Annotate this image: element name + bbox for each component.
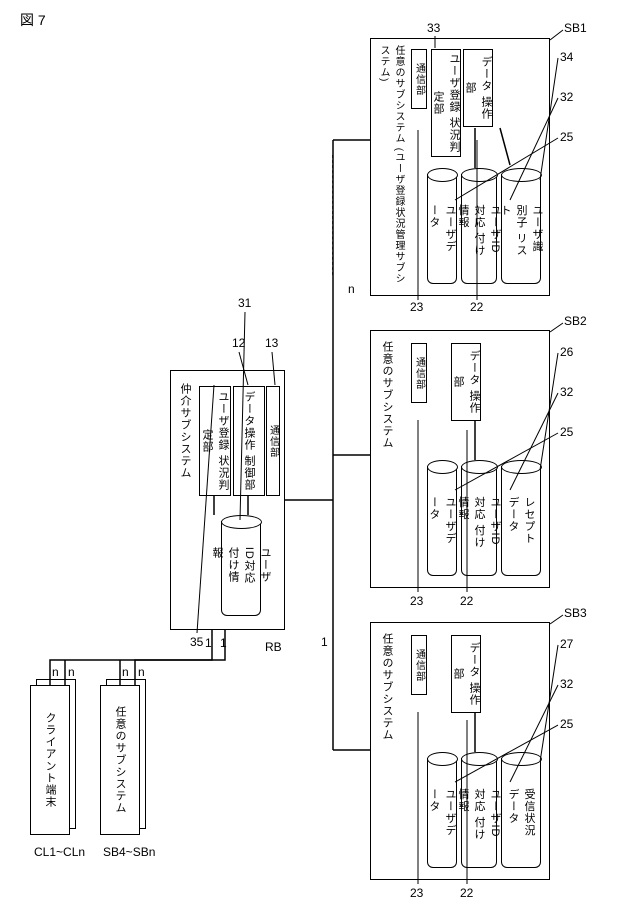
- card-rb-1b: 1: [220, 636, 227, 650]
- sb2-user-num: 25: [560, 425, 573, 439]
- rb-ctrl: データ操作 制御部: [233, 386, 265, 496]
- sb1-op: データ 操作部: [463, 49, 493, 127]
- rb-title: 仲介サブシステム: [177, 383, 193, 479]
- sb3-comm-num: 23: [410, 886, 423, 900]
- sb1-idlist-num: 34: [560, 50, 573, 64]
- sb2-db-receipt: レセプトデータ: [501, 466, 541, 576]
- sb3-title: 任意のサブシステム: [379, 633, 395, 741]
- rb-box: 仲介サブシステム ユーザ登録 状況判定部 データ操作 制御部 通信部 ユーザID…: [170, 370, 285, 630]
- client-label: CL1~CLn: [34, 845, 85, 859]
- card-bus-n: n: [348, 282, 355, 296]
- sb1-db-idlist: ユーザ識別子 リスト: [501, 174, 541, 284]
- card-bus-1: 1: [321, 635, 328, 649]
- figure-label: 図 7: [20, 10, 46, 30]
- sb2-label: SB2: [564, 314, 587, 328]
- sb3-user-num: 25: [560, 717, 573, 731]
- sb1-db-uid: ユーザID対応 付け情報: [461, 174, 497, 284]
- sb1-uid-num: 32: [560, 90, 573, 104]
- sb-stack-text: 任意のサブシステム: [112, 706, 128, 814]
- sb1-reg: ユーザ登録 状況判定部: [431, 49, 461, 157]
- rb-db: ユーザID対応 付け情報: [221, 521, 261, 616]
- sb3-uid-num: 32: [560, 677, 573, 691]
- client-text: クライアント端末: [42, 712, 58, 808]
- sb1-title: 任意のサブシステム (ユーザ登録状況管理サブシステム): [376, 45, 406, 291]
- sb-stack: 任意のサブシステム: [100, 685, 140, 835]
- sb2-op-num: 22: [460, 594, 473, 608]
- card-sb-n: n: [122, 665, 129, 679]
- sb2-comm-num: 23: [410, 594, 423, 608]
- card-cl-n2: n: [68, 665, 75, 679]
- sb1-comm: 通信部: [411, 49, 427, 109]
- client-stack: クライアント端末: [30, 685, 70, 835]
- sb1-box: 任意のサブシステム (ユーザ登録状況管理サブシステム) 通信部 ユーザ登録 状況…: [370, 38, 550, 296]
- card-cl-n: n: [52, 665, 59, 679]
- sb1-op-num: 22: [470, 300, 483, 314]
- sb2-box: 任意のサブシステム 通信部 データ 操作部 レセプトデータ ユーザID対応 付け…: [370, 330, 550, 588]
- rb-label: RB: [265, 640, 282, 654]
- sb3-op: データ 操作部: [451, 635, 481, 713]
- sb2-uid-num: 32: [560, 385, 573, 399]
- card-rb-1a: 1: [205, 636, 212, 650]
- rb-comm: 通信部: [266, 386, 280, 496]
- sb3-db-recv: 受信状況 データ: [501, 758, 541, 868]
- sb3-op-num: 22: [460, 886, 473, 900]
- sb3-label: SB3: [564, 606, 587, 620]
- sb2-op: データ 操作部: [451, 343, 481, 421]
- sb1-reg-num: 33: [427, 21, 440, 35]
- sb3-comm: 通信部: [411, 635, 427, 695]
- sb1-label: SB1: [564, 21, 587, 35]
- sb2-db-uid: ユーザID対応 付け情報: [461, 466, 497, 576]
- rb-ctrl-num: 12: [232, 336, 245, 350]
- sb3-db-user: ユーザデータ: [427, 758, 457, 868]
- sb1-user-num: 25: [560, 130, 573, 144]
- sb1-db-user: ユーザデータ: [427, 174, 457, 284]
- sb2-db-user: ユーザデータ: [427, 466, 457, 576]
- card-sb-n2: n: [138, 665, 145, 679]
- sb1-comm-num: 23: [410, 300, 423, 314]
- rb-reg-num: 35: [190, 635, 203, 649]
- sb2-title: 任意のサブシステム: [379, 341, 395, 449]
- sb3-recv-num: 27: [560, 637, 573, 651]
- rb-comm-num: 13: [265, 336, 278, 350]
- sb-stack-label: SB4~SBn: [103, 845, 155, 859]
- rb-reg: ユーザ登録 状況判定部: [199, 386, 231, 496]
- sb2-receipt-num: 26: [560, 345, 573, 359]
- sb3-box: 任意のサブシステム 通信部 データ 操作部 受信状況 データ ユーザID対応 付…: [370, 622, 550, 880]
- diagram-root: { "figure_label": "図 7", "clients": { "l…: [0, 0, 622, 906]
- sb3-db-uid: ユーザID対応 付け情報: [461, 758, 497, 868]
- sb2-comm: 通信部: [411, 343, 427, 403]
- rb-db-num: 31: [238, 296, 251, 310]
